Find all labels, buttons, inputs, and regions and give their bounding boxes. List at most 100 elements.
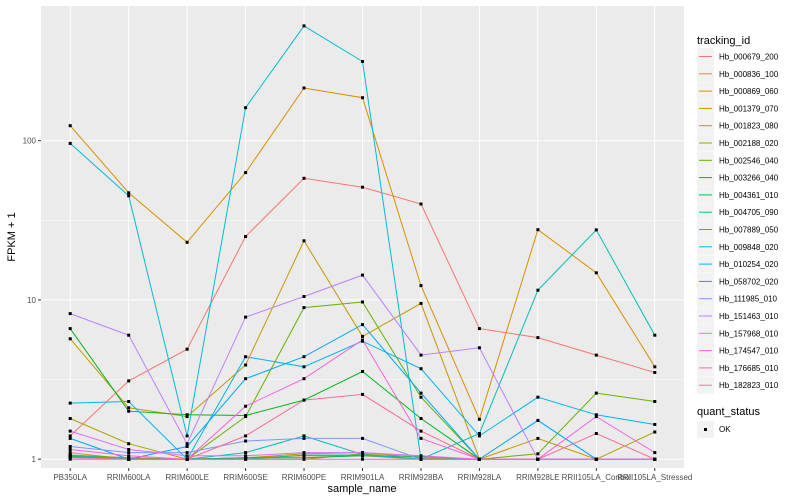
data-point (244, 451, 248, 455)
data-point (361, 96, 364, 100)
data-point (302, 355, 306, 359)
data-point (68, 456, 72, 460)
data-point (419, 301, 423, 305)
data-point (68, 453, 72, 457)
y-tick-label: 1 (32, 455, 37, 464)
y-axis: 1 10 100 (23, 137, 41, 464)
data-point (302, 451, 306, 455)
data-point (127, 400, 131, 403)
data-point (419, 454, 423, 458)
x-tick-label: RRIM600PE (282, 473, 326, 482)
data-point (361, 392, 364, 396)
data-point (185, 454, 189, 458)
legend-title-quant-status: quant_status (697, 406, 760, 418)
data-point (244, 355, 248, 359)
data-point (536, 288, 540, 292)
data-point (594, 415, 598, 419)
data-point (594, 432, 598, 435)
x-tick-label: RRIM928LE (516, 473, 560, 482)
data-point (244, 377, 248, 381)
data-point (302, 436, 306, 440)
legend-items: Hb_000679_200 Hb_000836_100 Hb_000869_060 H… (697, 48, 779, 394)
legend-label: Hb_111985_010 (719, 295, 778, 304)
data-point (127, 379, 131, 383)
data-point (185, 413, 189, 417)
data-point (536, 395, 540, 399)
legend: tracking_id Hb_000679_200Hb_000836_100Hb… (697, 35, 779, 438)
data-point (68, 124, 72, 128)
data-point (653, 423, 657, 426)
data-point (653, 400, 657, 403)
data-point (361, 457, 364, 461)
data-point (68, 401, 72, 405)
data-point (653, 451, 657, 455)
legend-label: Hb_009848_020 (719, 243, 779, 252)
data-point (419, 391, 423, 395)
data-point (244, 454, 248, 458)
data-point (536, 457, 540, 461)
data-point (536, 336, 540, 340)
data-point (185, 347, 189, 351)
data-point (68, 417, 72, 420)
legend-label: Hb_003266_040 (719, 174, 779, 183)
data-point (244, 363, 248, 367)
legend-label: Hb_001379_070 (719, 104, 779, 113)
data-point (419, 436, 423, 440)
data-point (653, 365, 657, 369)
data-point (477, 457, 481, 461)
data-point (361, 334, 364, 338)
data-point (477, 346, 481, 350)
data-point (127, 454, 131, 458)
data-point (244, 414, 248, 417)
x-tick-label: RRIM600LE (165, 473, 209, 482)
data-point (302, 295, 306, 298)
data-point (594, 391, 598, 395)
x-tick-label: RRII105LA_Control (562, 473, 632, 482)
data-point (594, 228, 598, 232)
y-tick-label: 100 (23, 137, 37, 146)
data-point (302, 24, 306, 28)
data-point (244, 404, 248, 408)
data-point (185, 451, 189, 455)
data-point (419, 367, 423, 371)
data-point (302, 365, 306, 369)
legend-label: Hb_002188_020 (719, 139, 779, 148)
y-axis-title: FPKM + 1 (6, 212, 18, 261)
legend-label-ok: OK (719, 425, 731, 434)
data-point (361, 300, 364, 304)
data-point (361, 323, 364, 327)
data-point (361, 370, 364, 373)
data-point (185, 434, 189, 438)
legend-label: Hb_176685_010 (719, 364, 779, 373)
data-point (361, 436, 364, 440)
data-point (361, 453, 364, 456)
data-point (594, 457, 598, 461)
data-point (302, 306, 306, 310)
data-point (594, 353, 598, 357)
data-point (594, 271, 598, 275)
data-point (302, 398, 306, 402)
data-point (127, 409, 131, 413)
data-point (536, 452, 540, 456)
data-point (127, 457, 131, 461)
data-point (185, 442, 189, 446)
data-point (68, 141, 72, 145)
data-point (244, 457, 248, 461)
x-tick-label: RRIM928BA (399, 473, 444, 482)
data-point (419, 284, 423, 288)
legend-label: Hb_000869_060 (719, 87, 779, 96)
data-point (419, 429, 423, 433)
data-point (419, 395, 423, 399)
x-tick-label: RRII105LA_Stressed (617, 473, 692, 482)
legend-label: Hb_182823_010 (719, 381, 779, 390)
y-tick-label: 10 (27, 296, 36, 305)
data-point (244, 434, 248, 438)
x-tick-label: RRIM901LA (341, 473, 385, 482)
data-point (302, 239, 306, 243)
square-point-icon (704, 428, 707, 431)
legend-label: Hb_000679_200 (719, 53, 779, 62)
data-point (185, 445, 189, 448)
data-point (361, 338, 364, 342)
legend-title-tracking-id: tracking_id (697, 35, 750, 47)
